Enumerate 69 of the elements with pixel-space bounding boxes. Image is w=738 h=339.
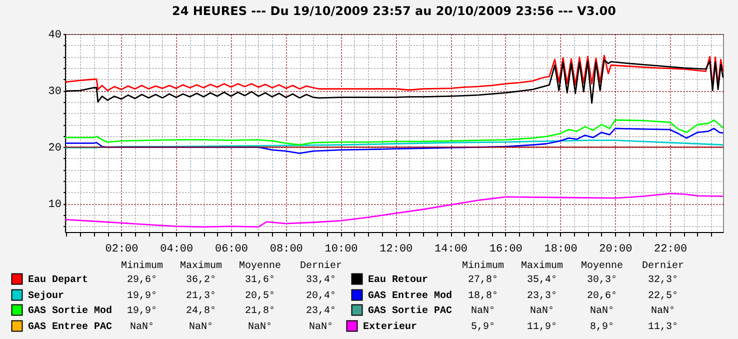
text: 8,9° [590,322,614,333]
text: 36,2° [186,275,216,286]
x-tick-label: 08:00 [270,244,303,256]
text: 29,6° [126,275,158,286]
line-series [64,192,724,228]
text: 19,9° [126,306,158,317]
legend-label: GAS Sortie Mod [28,305,112,317]
text: NaN° [308,322,334,333]
text: NaN° [650,306,676,317]
text: 27,8° [468,275,498,286]
y-tick-label: 10 [48,199,62,212]
text: 22,5° [648,291,678,302]
text: NaN° [530,306,554,317]
text: 21,8° [244,306,276,317]
legend-label: GAS Entree PAC [28,322,112,333]
line-series [64,119,724,146]
text: 20,5° [244,291,276,302]
text: 35,4° [526,275,558,286]
chart-title: 24 HEURES --- Du 19/10/2009 23:57 au 20/10/2009 23:56 --- V3.00 [172,4,616,18]
text: Minimum [462,260,504,272]
x-tick-label: 22:00 [654,244,688,256]
text: 30,3° [586,275,618,286]
x-tick-label: 14:00 [434,244,468,256]
text: 24,8° [186,306,216,317]
text: Dernier [642,260,684,272]
text: NaN° [248,322,272,333]
text: Maximum [180,260,222,272]
legend-label: GAS Entree Mod [368,290,452,302]
legend-label: Sejour [28,290,64,302]
x-tick-label: 16:00 [489,244,522,256]
text: NaN° [470,306,496,317]
legend-label: GAS Sortie PAC [368,305,452,317]
text: 23,4° [306,306,336,317]
text: NaN° [130,322,154,333]
line-series [64,54,724,92]
y-tick-label: 30 [48,86,62,98]
y-tick-label: 40 [48,30,62,42]
y-tick-label: 20 [48,142,62,155]
text: 11,9° [526,322,558,333]
text: 33,4° [306,275,336,286]
text: 21,3° [186,291,216,302]
text: 11,3° [648,322,678,333]
text: 23,3° [526,291,558,302]
text: Maximum [520,260,564,272]
legend-label: Eau Retour [368,275,428,286]
x-tick-label: 02:00 [105,244,138,256]
text: NaN° [590,306,614,317]
legend-label: Eau Depart [28,275,88,286]
text: 18,8° [468,291,498,302]
text: Minimum [120,260,164,272]
text: 5,9° [470,322,496,333]
line-series [64,140,724,148]
text: Moyenne [580,261,624,272]
text: 31,6° [244,275,276,286]
legend-label: Exterieur [363,321,418,333]
text: 20,4° [306,291,336,302]
x-tick-label: 18:00 [544,244,578,256]
text: 20,6° [586,291,618,302]
text: Dernier [300,260,342,272]
line-series [64,128,724,154]
x-tick-label: 06:00 [215,244,248,256]
text: 32,3° [648,275,678,286]
x-tick-label: 12:00 [380,244,413,256]
x-tick-label: 04:00 [160,244,194,256]
x-tick-label: 10:00 [324,244,358,256]
text: 19,9° [126,291,158,302]
text: NaN° [188,322,214,333]
x-tick-label: 20:00 [599,244,632,256]
text: Moyenne [238,261,282,272]
